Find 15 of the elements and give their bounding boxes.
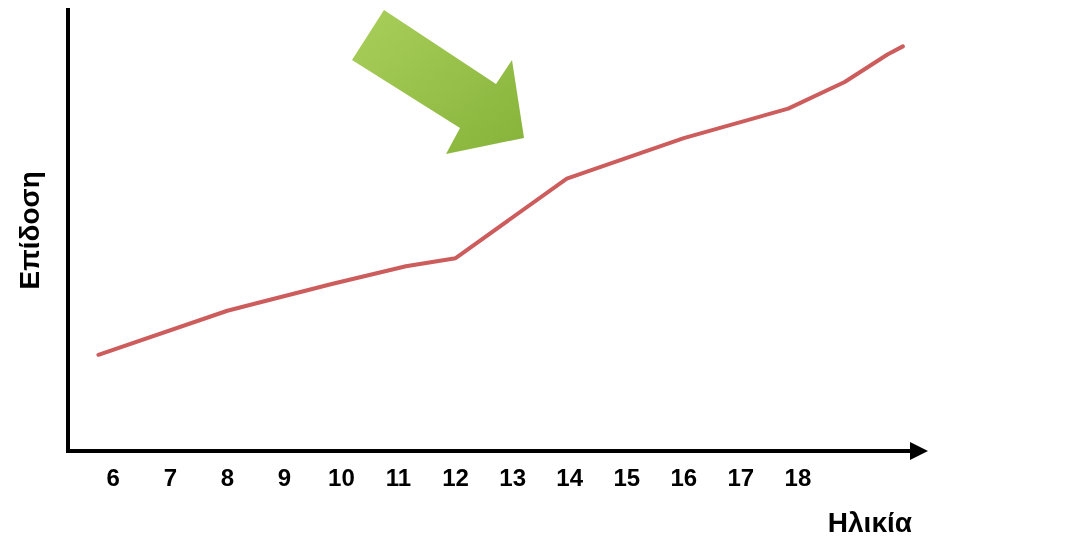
x-tick-label: 15 <box>613 463 641 491</box>
x-tick-label: 18 <box>784 463 812 491</box>
x-tick-label: 7 <box>163 463 177 491</box>
x-tick-label: 6 <box>106 463 120 491</box>
x-tick-label: 9 <box>277 463 292 491</box>
x-tick-label: 14 <box>556 463 584 491</box>
x-tick-label: 16 <box>670 463 698 491</box>
x-tick-label: 10 <box>328 463 355 491</box>
x-tick-label: 11 <box>385 463 412 491</box>
x-tick-label: 17 <box>727 463 755 491</box>
x-tick-label: 8 <box>220 463 235 491</box>
x-tick-label: 13 <box>499 463 526 491</box>
x-axis-title: Ηλικία <box>827 506 912 538</box>
x-tick-label: 12 <box>442 463 469 491</box>
y-axis-title: Επίδοση <box>13 171 45 290</box>
